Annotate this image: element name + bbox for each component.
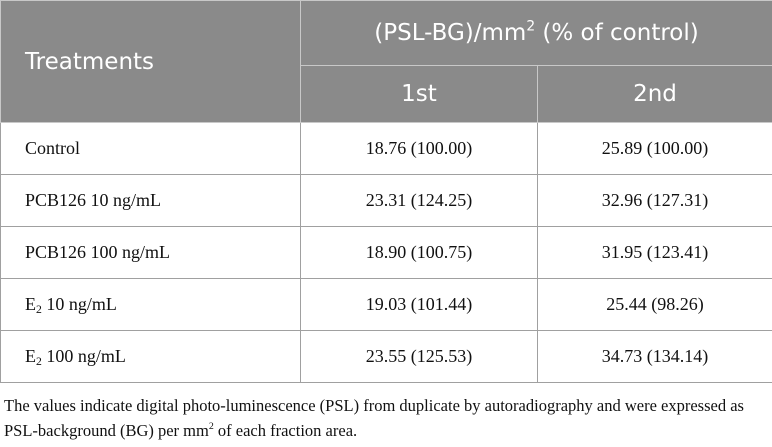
table-row: E2 10 ng/mL 19.03 (101.44) 25.44 (98.26) <box>0 278 772 331</box>
value-cell: 23.31 (124.25) <box>300 174 538 227</box>
value-cell: 18.76 (100.00) <box>300 122 538 175</box>
treatment-cell: PCB126 100 ng/mL <box>0 226 301 279</box>
table-row: PCB126 10 ng/mL 23.31 (124.25) 32.96 (127.… <box>0 174 772 227</box>
value-cell: 25.44 (98.26) <box>536 278 772 331</box>
text-part: The values indicate digital photo-lumine… <box>4 396 744 440</box>
text-part: of each fraction area. <box>213 421 358 440</box>
text-part: (% of control) <box>535 20 699 46</box>
text-part: 10 ng/mL <box>41 294 117 314</box>
treatment-cell: PCB126 10 ng/mL <box>0 174 301 227</box>
text-part: 2 <box>36 302 42 316</box>
value-cell: 32.96 (127.31) <box>536 174 772 227</box>
text-part: (PSL-BG)/mm <box>374 20 527 46</box>
header-cell: (PSL-BG)/mm2 (% of control) <box>299 0 772 66</box>
table-row: E2 100 ng/mL 23.55 (125.53) 34.73 (134.14) <box>0 330 772 383</box>
value-cell: 18.90 (100.75) <box>300 226 538 279</box>
text-part: E <box>25 294 36 314</box>
text-part: 100 ng/mL <box>41 346 126 366</box>
treatment-cell: E2 100 ng/mL <box>0 330 301 383</box>
header-cell: 1st <box>300 65 538 123</box>
table-row: PCB126 100 ng/mL 18.90 (100.75) 31.95 (123… <box>0 226 772 279</box>
header-cell: Treatments <box>0 0 301 123</box>
value-cell: 19.03 (101.44) <box>300 278 538 331</box>
text-part: 2 <box>36 354 42 368</box>
text-part: Control <box>25 138 81 158</box>
table-body: Control 18.76 (100.00) 25.89 (100.00) PCB12… <box>0 122 772 383</box>
table-row: Control 18.76 (100.00) 25.89 (100.00) <box>0 122 772 175</box>
value-cell: 31.95 (123.41) <box>536 226 772 279</box>
value-cell: 25.89 (100.00) <box>536 122 772 175</box>
text-part: E <box>25 346 36 366</box>
footnote: The values indicate digital photo-lumine… <box>0 383 772 443</box>
value-cell: 34.73 (134.14) <box>536 330 772 383</box>
treatment-cell: E2 10 ng/mL <box>0 278 301 331</box>
header-cell: 2nd <box>536 65 772 123</box>
text-part: PCB126 10 ng/mL <box>25 190 162 210</box>
text-part: 2 <box>208 421 214 433</box>
value-cell: 23.55 (125.53) <box>300 330 538 383</box>
data-table: Treatments (PSL-BG)/mm2 (% of control) 1… <box>0 0 772 383</box>
text-part: 2 <box>526 18 536 35</box>
treatment-cell: Control <box>0 122 301 175</box>
text-part: PCB126 100 ng/mL <box>25 242 171 262</box>
